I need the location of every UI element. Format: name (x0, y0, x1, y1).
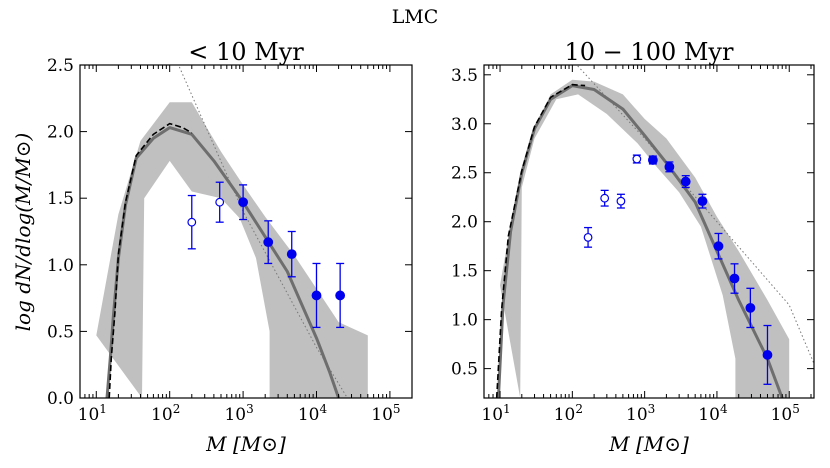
data-point-filled (263, 220, 274, 265)
x-tick-label-base: 10 (151, 405, 173, 425)
x-tick-label-base: 10 (78, 405, 100, 425)
data-point-filled (335, 262, 346, 329)
x-axis-label: M [M⊙] (608, 432, 689, 456)
y-tick-label: 0.5 (47, 322, 74, 342)
x-tick-label-exponent: 3 (648, 402, 656, 416)
y-tick-label: 0.0 (47, 389, 74, 409)
data-point-filled (664, 161, 675, 173)
x-tick-label: 102 (554, 402, 583, 425)
axes-frame (79, 64, 413, 399)
model-curve (496, 84, 784, 398)
x-tick-label: 105 (371, 402, 400, 425)
data-point-open (616, 193, 626, 209)
x-tick-label-base: 10 (771, 405, 793, 425)
x-tick-label: 104 (298, 402, 328, 425)
x-tick-label-exponent: 5 (393, 402, 401, 416)
data-point-filled (745, 287, 756, 329)
x-tick-label-base: 10 (371, 405, 393, 425)
x-tick-label-exponent: 5 (792, 402, 800, 416)
y-tick-label: 1.0 (47, 256, 74, 276)
x-tick-label: 103 (224, 402, 253, 425)
x-tick-label-base: 10 (298, 405, 320, 425)
x-tick-label: 101 (78, 402, 107, 425)
x-tick-label: 105 (771, 402, 800, 425)
x-tick-label: 103 (626, 402, 655, 425)
data-point-filled (680, 175, 691, 189)
y-axis-label: log dN/dlog(M/M⊙) (11, 133, 35, 332)
x-tick-label-base: 10 (224, 405, 246, 425)
x-tick-label-exponent: 1 (99, 402, 107, 416)
panel-10-100-myr: 10 − 100 Myr 101 102 103 104 1050.51.01.52.0… (451, 38, 815, 456)
power-law-line (576, 65, 814, 364)
x-tick-label-base: 10 (698, 405, 720, 425)
data-point-filled (647, 155, 658, 165)
x-tick-label-base: 10 (481, 405, 503, 425)
x-tick-label-exponent: 2 (173, 402, 181, 416)
y-tick-label: 3.5 (451, 66, 478, 86)
data-point-filled (286, 230, 297, 278)
uncertainty-band (96, 102, 368, 398)
x-tick-label-exponent: 1 (503, 402, 511, 416)
y-tick-label: 0.5 (451, 360, 478, 380)
y-tick-label: 2.5 (47, 56, 74, 76)
panel-title: 10 − 100 Myr (565, 38, 734, 66)
y-tick-label: 2.5 (451, 164, 478, 184)
axes-frame (483, 64, 815, 399)
x-tick-label-exponent: 4 (720, 402, 728, 416)
data-point-filled (729, 263, 740, 294)
x-tick-label: 101 (481, 402, 510, 425)
x-tick-label-base: 10 (554, 405, 576, 425)
data-point-filled (697, 193, 708, 209)
data-point-open (215, 181, 225, 223)
uncertainty-band (500, 79, 790, 398)
x-axis-label: M [M⊙] (205, 432, 286, 456)
y-tick-label: 3.0 (451, 115, 478, 135)
data-point-filled (713, 232, 724, 260)
x-tick-label-exponent: 3 (246, 402, 254, 416)
y-tick-label: 2.0 (47, 123, 74, 143)
data-point-open (632, 154, 642, 164)
data-point-open (187, 194, 197, 250)
dashed-model-curve (495, 83, 586, 398)
y-tick-label: 1.5 (47, 189, 74, 209)
data-point-filled (238, 184, 248, 221)
figure-suptitle: LMC (392, 6, 439, 28)
data-point-filled (762, 324, 773, 385)
y-tick-label: 2.0 (451, 213, 478, 233)
x-tick-label-exponent: 2 (575, 402, 583, 416)
x-tick-label: 104 (698, 402, 728, 425)
data-point-filled (311, 262, 322, 329)
x-tick-label-exponent: 4 (319, 402, 327, 416)
panel-title: < 10 Myr (188, 38, 304, 66)
panel-lt-10-myr: < 10 Myr 101 102 103 104 1050.00.51.01.52.02… (11, 38, 413, 456)
x-tick-label: 102 (151, 402, 180, 425)
data-point-open (583, 226, 593, 248)
y-tick-label: 1.0 (451, 311, 478, 331)
x-tick-label-base: 10 (626, 405, 648, 425)
y-tick-label: 1.5 (451, 262, 478, 282)
data-point-open (600, 189, 610, 207)
dashed-model-curve (108, 122, 193, 398)
